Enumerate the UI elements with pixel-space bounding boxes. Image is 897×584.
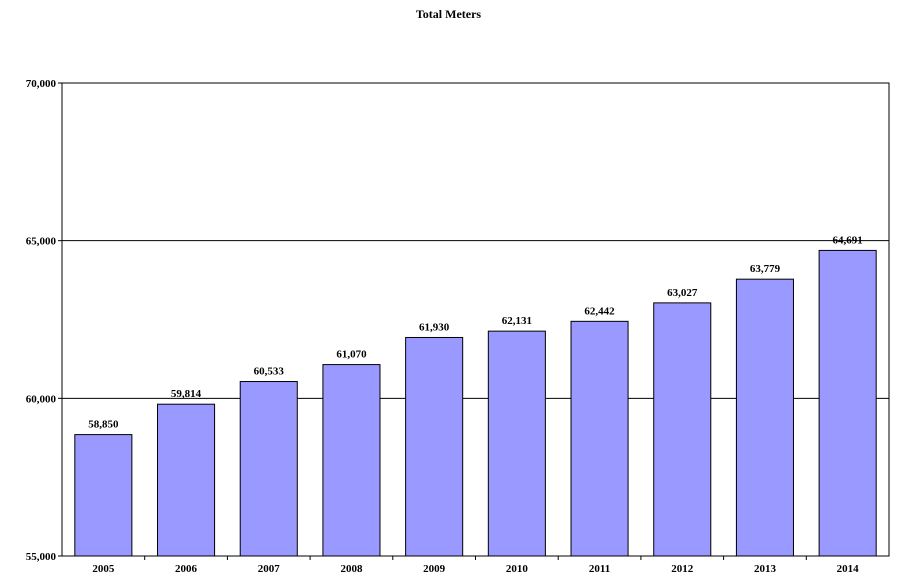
- bar-2013: [736, 279, 793, 556]
- bar-2010: [488, 331, 545, 556]
- bar-2011: [571, 321, 628, 556]
- x-tick-label: 2005: [92, 563, 115, 575]
- x-tick-label: 2008: [340, 563, 363, 575]
- y-tick-label: 60,000: [26, 393, 57, 405]
- data-label-2009: 61,930: [419, 321, 450, 333]
- bar-2009: [406, 337, 463, 556]
- data-label-2008: 61,070: [336, 349, 367, 361]
- data-label-2013: 63,779: [750, 263, 781, 275]
- x-tick-label: 2013: [754, 563, 777, 575]
- x-tick-label: 2010: [506, 563, 529, 575]
- x-tick-label: 2009: [423, 563, 446, 575]
- bar-2006: [158, 404, 215, 556]
- data-label-2005: 58,850: [88, 419, 119, 431]
- bar-2007: [240, 382, 297, 556]
- data-label-2014: 64,691: [833, 234, 863, 246]
- bar-2008: [323, 365, 380, 556]
- x-tick-label: 2007: [258, 563, 281, 575]
- bar-2005: [75, 435, 132, 556]
- data-label-2006: 59,814: [171, 388, 202, 400]
- bar-2014: [819, 250, 876, 556]
- data-label-2011: 62,442: [584, 305, 615, 317]
- data-label-2012: 63,027: [667, 287, 698, 299]
- bar-2012: [654, 303, 711, 556]
- y-tick-label: 65,000: [26, 236, 57, 248]
- y-tick-label: 70,000: [26, 78, 57, 90]
- x-tick-label: 2006: [175, 563, 198, 575]
- x-tick-label: 2014: [837, 563, 860, 575]
- data-label-2010: 62,131: [502, 315, 532, 327]
- data-label-2007: 60,533: [254, 366, 285, 378]
- y-tick-label: 55,000: [26, 551, 57, 563]
- x-tick-label: 2012: [671, 563, 694, 575]
- x-tick-label: 2011: [589, 563, 610, 575]
